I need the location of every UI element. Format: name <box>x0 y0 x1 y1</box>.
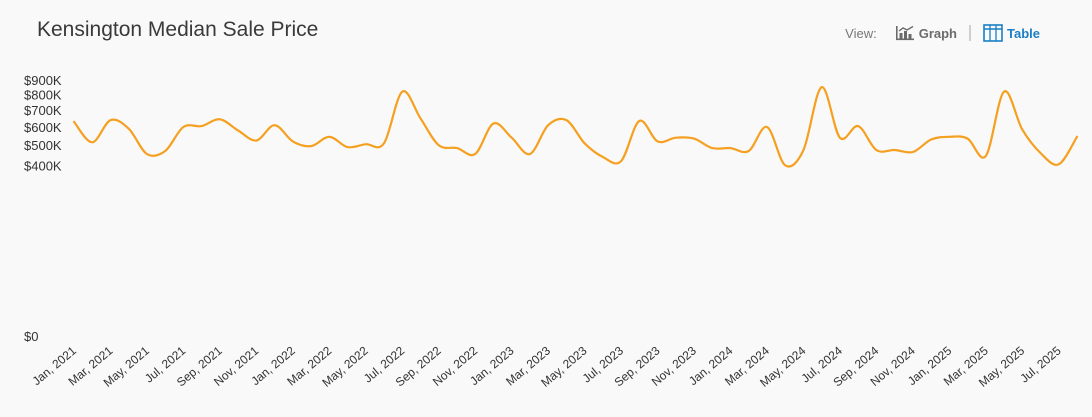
y-tick-label: $500K <box>24 138 62 153</box>
data-point <box>272 122 278 128</box>
data-point <box>107 117 113 123</box>
data-point <box>235 127 241 133</box>
table-view-button[interactable]: Table <box>983 24 1040 42</box>
data-point <box>308 143 314 149</box>
data-point <box>910 149 916 155</box>
data-point <box>545 122 551 128</box>
graph-view-label: Graph <box>918 25 957 41</box>
data-point <box>746 148 752 154</box>
data-point <box>363 141 369 147</box>
table-view-label: Table <box>1007 25 1040 41</box>
data-point <box>126 126 132 132</box>
data-point <box>1038 150 1044 156</box>
data-point <box>782 162 788 168</box>
data-point <box>1056 161 1062 167</box>
data-point <box>490 121 496 127</box>
data-point <box>892 147 898 153</box>
data-point <box>691 136 697 142</box>
y-tick-label: $0 <box>24 329 38 344</box>
page-title: Kensington Median Sale Price <box>37 18 319 41</box>
data-point <box>180 124 186 130</box>
data-point <box>709 145 715 151</box>
data-point <box>253 137 259 143</box>
data-point <box>454 145 460 151</box>
data-point <box>673 135 679 141</box>
y-tick-label: $700K <box>24 103 62 118</box>
data-point <box>618 158 624 164</box>
y-axis: $0 $400K $500K $600K $700K$800K$900K <box>24 73 62 344</box>
data-point <box>1019 127 1025 133</box>
data-point <box>345 144 351 150</box>
y-tick-label: $600K <box>24 120 62 135</box>
x-tick-label: Jul, 2025 <box>1017 343 1064 385</box>
data-point <box>89 139 95 145</box>
data-point <box>199 123 205 129</box>
data-point <box>855 123 861 129</box>
data-point <box>381 140 387 146</box>
y-tick-label: $400K <box>24 158 62 173</box>
data-point <box>417 115 423 121</box>
data-point <box>509 135 515 141</box>
data-point <box>563 117 569 123</box>
series-line <box>72 86 1079 168</box>
data-point <box>1074 134 1080 140</box>
data-point <box>290 138 296 144</box>
data-point <box>837 135 843 141</box>
data-point <box>162 148 168 154</box>
view-separator <box>969 25 971 41</box>
data-point <box>800 147 806 153</box>
data-point <box>472 151 478 157</box>
data-point <box>636 118 642 124</box>
y-tick-label: $800K <box>24 88 62 103</box>
data-point <box>582 140 588 146</box>
data-point <box>819 84 825 90</box>
data-point <box>965 136 971 142</box>
data-point <box>728 145 734 151</box>
view-toggle: View: Graph Table <box>845 24 1040 42</box>
data-point <box>946 134 952 140</box>
data-point <box>527 151 533 157</box>
data-point <box>873 147 879 153</box>
data-point <box>600 154 606 160</box>
view-label: View: <box>845 25 877 41</box>
data-point <box>928 137 934 143</box>
data-point <box>326 134 332 140</box>
data-point <box>655 138 661 144</box>
graph-view-button[interactable]: Graph <box>895 25 957 41</box>
data-point <box>399 89 405 95</box>
data-point <box>983 153 989 159</box>
data-point <box>144 151 150 157</box>
bar-chart-icon <box>895 25 914 41</box>
table-icon <box>983 24 1003 42</box>
data-point <box>1001 89 1007 95</box>
data-point <box>764 124 770 130</box>
data-point <box>71 119 77 125</box>
data-point <box>436 142 442 148</box>
data-point <box>217 116 223 122</box>
y-tick-label: $900K <box>24 73 62 88</box>
